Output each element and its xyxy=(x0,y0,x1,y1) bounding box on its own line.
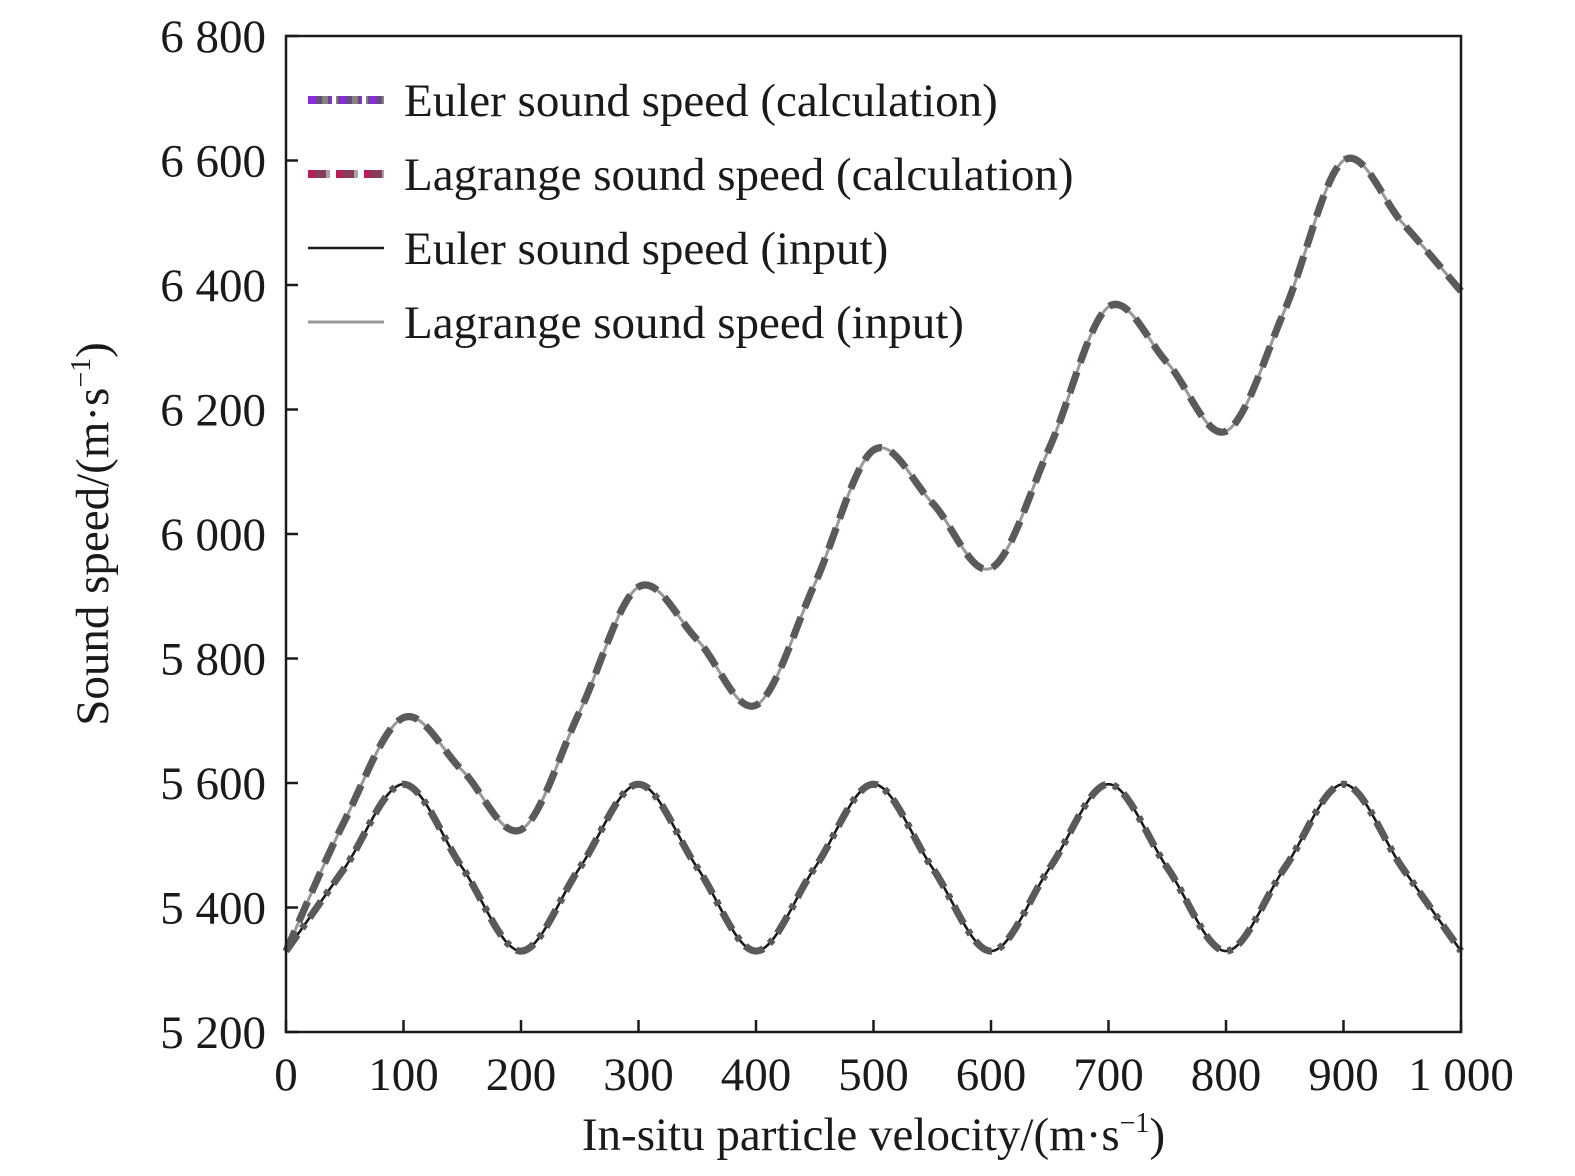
x-tick-label: 300 xyxy=(603,1049,674,1101)
x-tick-label: 800 xyxy=(1191,1049,1262,1101)
x-axis-label-text: In-situ particle velocity/(m·s xyxy=(582,1109,1120,1161)
series-path xyxy=(284,156,1463,952)
y-axis: 5 200 5 400 5 600 5 800 6 000 6 200 6 400 6 600… xyxy=(160,11,298,1059)
y-tick-label: 6 200 xyxy=(160,385,266,437)
series-line-1 xyxy=(283,780,1464,955)
x-tick-label: 0 xyxy=(274,1049,298,1101)
x-tick-label: 1 000 xyxy=(1408,1049,1514,1101)
series-path xyxy=(283,780,1464,955)
legend: Euler sound speed (calculation) Lagrange … xyxy=(308,75,1073,349)
legend-label: Lagrange sound speed (input) xyxy=(404,297,964,349)
y-axis-label-close: ) xyxy=(67,342,119,358)
x-tick-label: 600 xyxy=(956,1049,1027,1101)
y-tick-label: 5 200 xyxy=(160,1007,266,1059)
y-axis-label-text: Sound speed/(m·s xyxy=(67,388,119,726)
y-tick-label: 5 600 xyxy=(160,758,266,810)
legend-item: Euler sound speed (calculation) xyxy=(308,75,998,127)
legend-label: Lagrange sound speed (calculation) xyxy=(404,149,1073,201)
x-axis-label-sup: −1 xyxy=(1120,1108,1150,1139)
legend-item: Lagrange sound speed (input) xyxy=(308,297,964,349)
x-tick-label: 400 xyxy=(721,1049,792,1101)
legend-item: Euler sound speed (input) xyxy=(308,223,888,275)
x-axis-label: In-situ particle velocity/(m·s−1) xyxy=(582,1108,1165,1161)
series-path xyxy=(282,154,1464,953)
plot-area xyxy=(282,154,1464,955)
y-axis-label: Sound speed/(m·s−1) xyxy=(66,342,119,726)
x-tick-label: 200 xyxy=(486,1049,557,1101)
legend-item: Lagrange sound speed (calculation) xyxy=(308,149,1073,201)
y-tick-label: 6 600 xyxy=(160,136,266,188)
y-tick-label: 5 800 xyxy=(160,634,266,686)
x-tick-label: 500 xyxy=(838,1049,909,1101)
x-tick-label: 900 xyxy=(1308,1049,1379,1101)
series-line-4 xyxy=(284,156,1463,952)
series-path xyxy=(282,154,1464,953)
y-tick-label: 6 000 xyxy=(160,509,266,561)
y-tick-label: 6 800 xyxy=(160,11,266,63)
series-line-2 xyxy=(282,154,1464,953)
x-tick-label: 700 xyxy=(1073,1049,1144,1101)
legend-label: Euler sound speed (input) xyxy=(404,223,888,275)
y-tick-label: 6 400 xyxy=(160,260,266,312)
legend-label: Euler sound speed (calculation) xyxy=(404,75,998,127)
x-axis-label-close: ) xyxy=(1149,1109,1165,1161)
y-tick-label: 5 400 xyxy=(160,883,266,935)
y-axis-label-sup: −1 xyxy=(66,358,97,388)
x-axis: 0 100 200 300 400 500 600 700 800 900 1 000 xyxy=(274,1020,1514,1101)
x-tick-label: 100 xyxy=(368,1049,439,1101)
